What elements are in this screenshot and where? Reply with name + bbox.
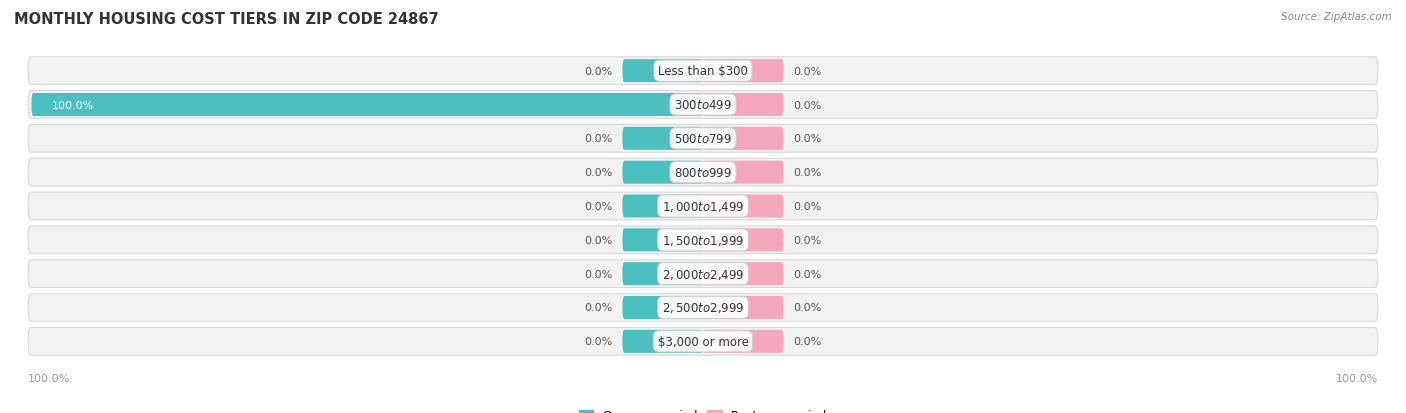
Text: 0.0%: 0.0% [793, 269, 823, 279]
Text: 0.0%: 0.0% [583, 235, 613, 245]
Text: $300 to $499: $300 to $499 [673, 99, 733, 112]
Text: 100.0%: 100.0% [1336, 374, 1378, 384]
FancyBboxPatch shape [28, 328, 1378, 355]
FancyBboxPatch shape [703, 60, 783, 83]
Text: $1,500 to $1,999: $1,500 to $1,999 [662, 233, 744, 247]
FancyBboxPatch shape [28, 159, 1378, 187]
FancyBboxPatch shape [28, 91, 1378, 119]
Text: $2,000 to $2,499: $2,000 to $2,499 [662, 267, 744, 281]
Text: $3,000 or more: $3,000 or more [658, 335, 748, 348]
FancyBboxPatch shape [623, 263, 703, 285]
Text: 0.0%: 0.0% [583, 337, 613, 347]
FancyBboxPatch shape [623, 128, 703, 150]
FancyBboxPatch shape [28, 192, 1378, 221]
Text: 0.0%: 0.0% [583, 303, 613, 313]
Text: $800 to $999: $800 to $999 [673, 166, 733, 179]
FancyBboxPatch shape [28, 294, 1378, 322]
Text: 0.0%: 0.0% [583, 202, 613, 211]
FancyBboxPatch shape [703, 161, 783, 184]
Text: 0.0%: 0.0% [793, 134, 823, 144]
FancyBboxPatch shape [703, 263, 783, 285]
FancyBboxPatch shape [623, 195, 703, 218]
Legend: Owner-occupied, Renter-occupied: Owner-occupied, Renter-occupied [574, 404, 832, 413]
FancyBboxPatch shape [623, 330, 703, 353]
FancyBboxPatch shape [623, 296, 703, 319]
FancyBboxPatch shape [623, 229, 703, 252]
Text: Less than $300: Less than $300 [658, 65, 748, 78]
FancyBboxPatch shape [28, 260, 1378, 288]
FancyBboxPatch shape [28, 125, 1378, 153]
Text: 0.0%: 0.0% [793, 100, 823, 110]
Text: 0.0%: 0.0% [793, 202, 823, 211]
Text: $1,000 to $1,499: $1,000 to $1,499 [662, 199, 744, 214]
Text: $2,500 to $2,999: $2,500 to $2,999 [662, 301, 744, 315]
Text: Source: ZipAtlas.com: Source: ZipAtlas.com [1281, 12, 1392, 22]
FancyBboxPatch shape [703, 94, 783, 117]
FancyBboxPatch shape [703, 229, 783, 252]
Text: 100.0%: 100.0% [52, 100, 94, 110]
FancyBboxPatch shape [703, 128, 783, 150]
Text: 0.0%: 0.0% [583, 168, 613, 178]
Text: 0.0%: 0.0% [583, 269, 613, 279]
FancyBboxPatch shape [28, 226, 1378, 254]
FancyBboxPatch shape [28, 58, 1378, 85]
Text: $500 to $799: $500 to $799 [673, 133, 733, 145]
Text: 0.0%: 0.0% [793, 303, 823, 313]
Text: 0.0%: 0.0% [583, 66, 613, 76]
Text: 0.0%: 0.0% [793, 337, 823, 347]
FancyBboxPatch shape [703, 296, 783, 319]
Text: 0.0%: 0.0% [793, 168, 823, 178]
FancyBboxPatch shape [623, 60, 703, 83]
Text: 0.0%: 0.0% [793, 66, 823, 76]
FancyBboxPatch shape [703, 195, 783, 218]
Text: 0.0%: 0.0% [793, 235, 823, 245]
Text: 0.0%: 0.0% [583, 134, 613, 144]
FancyBboxPatch shape [703, 330, 783, 353]
Text: MONTHLY HOUSING COST TIERS IN ZIP CODE 24867: MONTHLY HOUSING COST TIERS IN ZIP CODE 2… [14, 12, 439, 27]
FancyBboxPatch shape [623, 161, 703, 184]
FancyBboxPatch shape [31, 94, 703, 117]
Text: 100.0%: 100.0% [28, 374, 70, 384]
